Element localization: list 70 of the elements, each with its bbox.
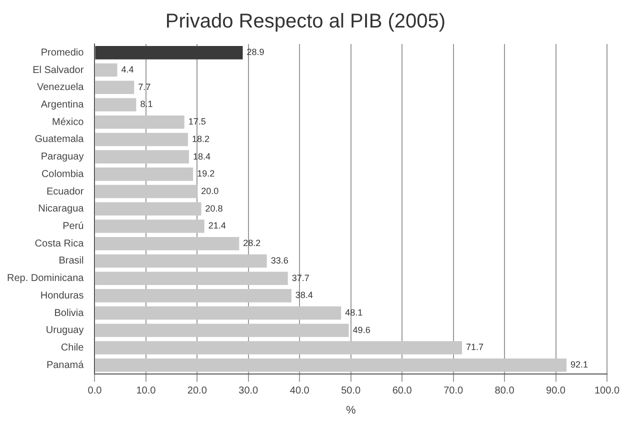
bar xyxy=(95,202,202,216)
data-label: 28.9 xyxy=(246,47,264,58)
bar xyxy=(95,168,194,181)
data-label: 28.2 xyxy=(243,238,261,248)
y-tick-label: Uruguay xyxy=(46,325,84,336)
y-tick-label: México xyxy=(52,116,84,128)
data-label: 17.5 xyxy=(188,116,206,127)
y-tick-label: Nicaragua xyxy=(38,204,84,215)
y-tick-label: Costa Rica xyxy=(34,238,84,250)
data-label: 71.7 xyxy=(466,342,484,352)
data-label: 38.4 xyxy=(295,290,313,300)
bar xyxy=(95,220,204,233)
y-tick-label: Venezuela xyxy=(36,82,84,94)
data-label: 49.6 xyxy=(352,324,370,335)
data-label: 33.6 xyxy=(270,255,288,266)
x-tick-label: 100.0 xyxy=(594,386,620,397)
y-tick-label: Guatemala xyxy=(34,134,84,146)
bar xyxy=(95,184,198,198)
bar xyxy=(95,150,189,164)
y-tick-label: El Salvador xyxy=(32,64,84,76)
x-tick-label: 40.0 xyxy=(290,386,310,397)
bar xyxy=(95,358,567,372)
x-tick-label: 30.0 xyxy=(238,386,259,397)
data-label: 21.4 xyxy=(208,220,226,231)
bar xyxy=(95,115,184,129)
bar xyxy=(95,80,134,94)
data-label: 18.2 xyxy=(192,134,210,144)
y-tick-label: Ecuador xyxy=(46,186,84,198)
bar xyxy=(95,63,118,77)
bar xyxy=(95,341,462,354)
y-tick-label: Rep. Dominicana xyxy=(6,273,84,284)
y-tick-label: Bolivia xyxy=(54,308,84,319)
data-label: 20.0 xyxy=(201,186,219,196)
y-tick-label: Chile xyxy=(60,342,84,354)
x-tick-label: 20.0 xyxy=(187,386,208,397)
data-label: 8.1 xyxy=(140,99,153,110)
x-tick-label: 0.0 xyxy=(88,386,102,397)
bar xyxy=(95,324,349,338)
x-tick-label: 50.0 xyxy=(341,386,362,397)
bar xyxy=(95,98,136,112)
bar xyxy=(95,289,292,302)
bar xyxy=(95,254,267,268)
bar xyxy=(95,272,288,285)
data-label: 19.2 xyxy=(197,168,215,179)
x-tick-label: 60.0 xyxy=(392,386,412,397)
y-tick-label: Colombia xyxy=(41,168,84,180)
bar xyxy=(95,46,243,60)
data-label: 20.8 xyxy=(205,203,223,214)
bar xyxy=(95,236,240,250)
x-tick-label: 90.0 xyxy=(546,386,566,397)
y-tick-label: Brasil xyxy=(58,256,84,267)
data-label: 92.1 xyxy=(570,360,588,370)
chart-title: Privado Respecto al PIB (2005) xyxy=(165,10,446,33)
y-tick-label: Honduras xyxy=(40,290,84,302)
data-label: 4.4 xyxy=(121,64,134,75)
y-tick-label: Perú xyxy=(62,221,84,232)
data-label: 48.1 xyxy=(345,308,363,318)
data-label: 18.4 xyxy=(192,151,210,162)
bar xyxy=(95,132,188,146)
data-label: 37.7 xyxy=(292,272,310,283)
bar xyxy=(95,306,342,320)
x-tick-label: 70.0 xyxy=(444,386,464,397)
x-tick-label: 10.0 xyxy=(136,386,156,397)
x-tick-label: 80.0 xyxy=(494,386,515,397)
x-axis-title: % xyxy=(346,404,356,416)
y-tick-label: Promedio xyxy=(40,47,84,58)
y-tick-label: Paraguay xyxy=(40,152,84,163)
y-tick-label: Argentina xyxy=(40,100,84,111)
data-label: 7.7 xyxy=(138,82,151,92)
y-tick-label: Panamá xyxy=(46,360,84,371)
